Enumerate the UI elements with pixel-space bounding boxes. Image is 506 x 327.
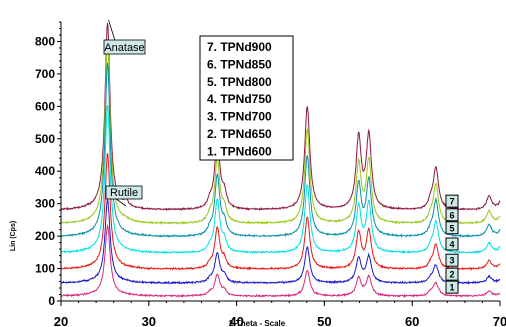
series-tag-label: 3 [449, 256, 454, 266]
y-tick-label: 400 [35, 164, 55, 178]
series-tag-box [445, 237, 459, 251]
series-line [60, 62, 501, 238]
x-tick-label: 70 [493, 314, 506, 327]
series-tag-label: 6 [449, 210, 454, 220]
y-tick-label: 300 [35, 197, 55, 211]
legend-entry: 2. TPNd650 [207, 127, 272, 141]
series-tag-label: 4 [449, 239, 454, 249]
series-tag-label: 7 [449, 197, 454, 207]
series-tags: 1 2 3 4 5 6 7 [445, 194, 459, 294]
legend-entry: 6. TPNd850 [207, 57, 272, 71]
series-tag-box [445, 253, 459, 267]
series-tag-box [445, 267, 459, 281]
x-tick-label: 30 [142, 314, 156, 327]
legend-entry: 7. TPNd900 [207, 40, 272, 54]
legend-entry: 3. TPNd700 [207, 110, 272, 124]
anatase-label-box [103, 39, 146, 55]
x-tick-label: 50 [317, 314, 331, 327]
y-tick-label: 0 [48, 294, 55, 308]
legend-entry: 1. TPNd600 [207, 144, 272, 158]
y-axis-title: Lin (Cps) [10, 221, 17, 251]
series-line [60, 39, 501, 226]
series-tag-box [445, 194, 459, 208]
x-tick-label: 20 [54, 314, 68, 327]
series-tag-label: 1 [449, 283, 454, 293]
y-ticks: 0 100 200 300 400 500 600 700 800 [35, 21, 61, 308]
rutile-label-box [105, 185, 143, 200]
x-ticks: 20 30 40 50 60 70 [54, 301, 506, 327]
x-tick-label: 60 [405, 314, 419, 327]
series-line [60, 104, 501, 255]
series-tag-box [445, 280, 459, 294]
legend-entry: 5. TPNd800 [207, 75, 272, 89]
y-tick-label: 800 [35, 34, 55, 48]
y-tick-label: 600 [35, 99, 55, 113]
series-tag-box [445, 208, 459, 222]
legend-box [199, 35, 294, 161]
series-line [60, 153, 501, 271]
phase-annotations: Anatase Rutile [103, 19, 146, 207]
y-tick-label: 200 [35, 229, 55, 243]
x-axis-title: 2-Theta - Scale [229, 319, 286, 327]
y-tick-label: 100 [35, 262, 55, 276]
series-layer [60, 22, 501, 299]
anatase-label: Anatase [104, 42, 144, 54]
series-tag-box [445, 221, 459, 235]
series-line [60, 223, 501, 299]
legend: 7. TPNd900 6. TPNd850 5. TPNd800 4. TPNd750… [199, 35, 294, 161]
series-line [60, 22, 501, 212]
legend-entry: 4. TPNd750 [207, 92, 272, 106]
series-tag-label: 2 [449, 270, 454, 280]
series-tag-label: 5 [449, 223, 454, 233]
y-tick-label: 500 [35, 132, 55, 146]
x-tick-label: 40 [229, 314, 243, 327]
y-tick-label: 700 [35, 67, 55, 81]
rutile-label: Rutile [110, 187, 138, 199]
series-line [60, 199, 501, 285]
legend-items: 7. TPNd900 6. TPNd850 5. TPNd800 4. TPNd750… [207, 40, 272, 158]
